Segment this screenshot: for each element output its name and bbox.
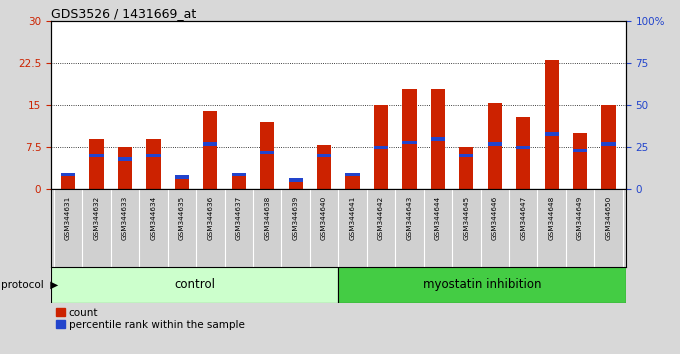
Text: GSM344643: GSM344643 [407,196,412,240]
Text: control: control [174,279,215,291]
Bar [317,144,331,189]
Bar [89,154,103,158]
Bar [345,172,360,189]
Bar [203,111,218,189]
Bar [573,149,588,152]
Bar [430,88,445,189]
Text: GSM344633: GSM344633 [122,196,128,240]
Text: GSM344646: GSM344646 [492,196,498,240]
Bar [403,141,417,144]
Text: myostatin inhibition: myostatin inhibition [423,279,541,291]
Bar [459,147,473,189]
Bar [288,178,303,182]
Bar [260,151,274,154]
Text: GDS3526 / 1431669_at: GDS3526 / 1431669_at [51,7,197,20]
Bar [339,267,626,303]
Text: GSM344637: GSM344637 [236,196,242,240]
Text: GSM344639: GSM344639 [292,196,299,240]
Bar [317,154,331,158]
Bar [374,146,388,149]
Bar [601,105,615,189]
Bar [403,88,417,189]
Bar [374,105,388,189]
Bar [573,133,588,189]
Bar [232,172,246,176]
Bar [545,61,559,189]
Bar [516,116,530,189]
Bar [260,122,274,189]
Text: GSM344641: GSM344641 [350,196,356,240]
Bar [61,172,75,176]
Bar [51,267,339,303]
Text: GSM344644: GSM344644 [435,196,441,240]
Text: GSM344647: GSM344647 [520,196,526,240]
Bar [459,154,473,158]
Bar [118,147,132,189]
Text: GSM344631: GSM344631 [65,196,71,240]
Bar [61,172,75,189]
Text: GSM344648: GSM344648 [549,196,555,240]
Bar [146,139,160,189]
Text: protocol  ▶: protocol ▶ [1,280,58,290]
Bar [488,103,502,189]
Legend: count, percentile rank within the sample: count, percentile rank within the sample [56,308,245,330]
Bar [175,175,189,179]
Text: GSM344642: GSM344642 [378,196,384,240]
Text: GSM344650: GSM344650 [605,196,611,240]
Text: GSM344634: GSM344634 [150,196,156,240]
Bar [488,142,502,146]
Text: GSM344640: GSM344640 [321,196,327,240]
Bar [516,146,530,149]
Text: GSM344649: GSM344649 [577,196,583,240]
Bar [601,142,615,146]
Bar [175,175,189,189]
Bar [288,178,303,189]
Bar [430,137,445,141]
Text: GSM344636: GSM344636 [207,196,214,240]
Bar [89,139,103,189]
Text: GSM344635: GSM344635 [179,196,185,240]
Bar [232,172,246,189]
Text: GSM344632: GSM344632 [94,196,99,240]
Text: GSM344638: GSM344638 [265,196,270,240]
Bar [545,132,559,136]
Bar [203,142,218,146]
Bar [345,172,360,176]
Bar [146,154,160,158]
Bar [118,158,132,161]
Text: GSM344645: GSM344645 [463,196,469,240]
